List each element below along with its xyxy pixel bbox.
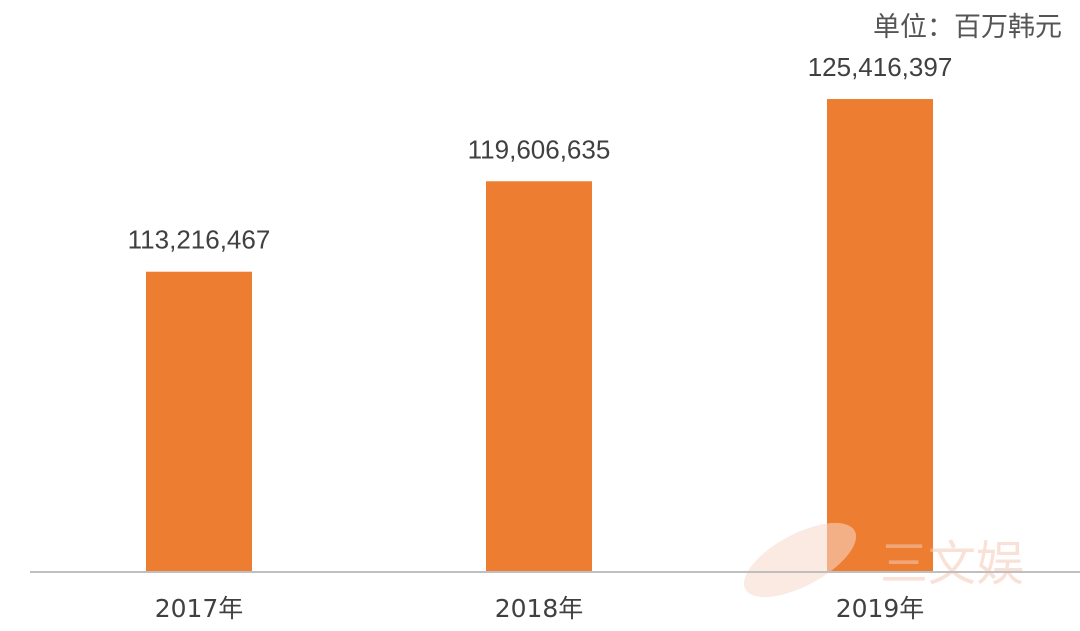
watermark-text: 三文娱 — [880, 536, 1024, 592]
watermark-logo: 三文娱 — [743, 522, 1024, 598]
value-labels-group: 113,216,467 119,606,635 125,416,397 — [128, 52, 953, 255]
category-labels-group: 2017年 2018年 2019年 — [155, 594, 925, 623]
category-label-2: 2019年 — [836, 594, 925, 623]
category-label-1: 2018年 — [495, 594, 584, 623]
bars-group — [146, 99, 933, 573]
category-label-0: 2017年 — [155, 594, 244, 623]
bar-2 — [827, 99, 933, 573]
bar-1 — [486, 181, 592, 572]
unit-label: 单位：百万韩元 — [873, 12, 1062, 43]
watermark-swoosh-icon — [743, 522, 857, 598]
value-label-0: 113,216,467 — [128, 225, 271, 255]
value-label-1: 119,606,635 — [468, 134, 611, 164]
bar-0 — [146, 271, 252, 572]
value-label-2: 125,416,397 — [808, 52, 953, 82]
